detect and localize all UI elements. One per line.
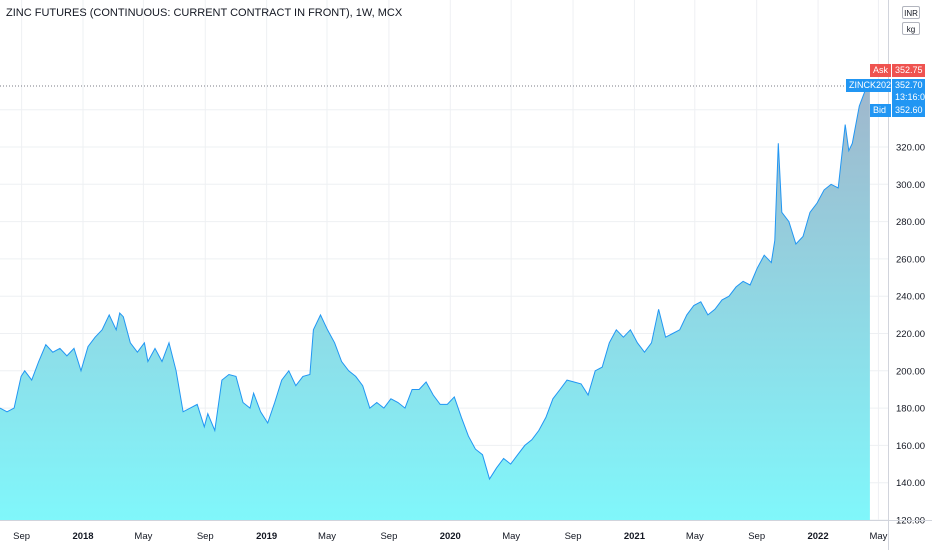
x-tick-label: 2021 — [624, 531, 646, 542]
x-tick-label: May — [318, 531, 336, 542]
x-tick-label: 2019 — [256, 531, 277, 542]
x-tick-label: 2018 — [72, 531, 93, 542]
y-tick-label: 160.00 — [896, 441, 925, 452]
x-tick-label: May — [686, 531, 704, 542]
bid-label: Bid — [870, 104, 891, 117]
currency-unit-badge[interactable]: INR — [902, 6, 920, 19]
x-axis[interactable]: Sep 2018 May Sep 2019 May Sep 2020 May Sep 2021 May… — [0, 520, 932, 543]
bar-countdown: 13:16:04 — [892, 91, 930, 104]
x-tick-label: May — [869, 531, 887, 542]
y-tick-label: 180.00 — [896, 404, 925, 415]
x-tick-label: Sep — [197, 531, 214, 542]
symbol-label: ZINCK2022 — [846, 79, 896, 92]
x-tick-label: 2022 — [807, 531, 828, 542]
x-tick-label: Sep — [380, 531, 397, 542]
price-line — [0, 85, 871, 481]
y-tick-label: 300.00 — [896, 180, 925, 191]
y-tick-label: 140.00 — [896, 478, 925, 489]
chart-title: ZINC FUTURES (CONTINUOUS: CURRENT CONTRA… — [6, 7, 403, 19]
x-tick-label: 2020 — [440, 531, 461, 542]
x-tick-label: May — [134, 531, 152, 542]
x-tick-label: Sep — [748, 531, 765, 542]
ask-price: 352.75 — [892, 64, 925, 77]
bid-price: 352.60 — [892, 104, 925, 117]
x-tick-label: Sep — [565, 531, 582, 542]
y-tick-label: 320.00 — [896, 143, 925, 154]
price-area-fill — [0, 86, 870, 520]
last-price: 352.70 — [892, 79, 925, 92]
weight-unit-badge[interactable]: kg — [902, 22, 920, 35]
ask-label: Ask — [870, 64, 891, 77]
y-tick-label: 240.00 — [896, 292, 925, 303]
y-tick-label: 280.00 — [896, 217, 925, 228]
y-tick-label: 260.00 — [896, 254, 925, 265]
x-tick-label: Sep — [13, 531, 30, 542]
y-tick-label: 220.00 — [896, 329, 925, 340]
y-tick-label: 200.00 — [896, 366, 925, 377]
x-tick-label: May — [502, 531, 520, 542]
